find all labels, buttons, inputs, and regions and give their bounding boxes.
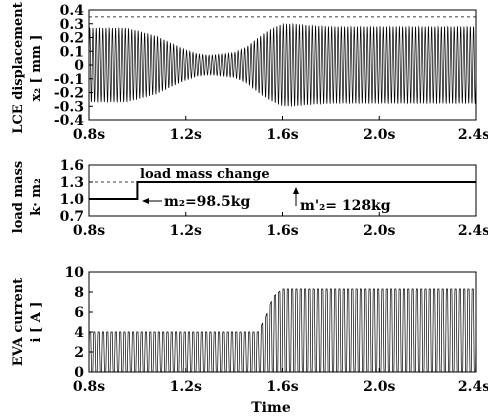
x-tick-label: 1.2s	[170, 127, 202, 143]
y-tick-label: 1.6	[60, 158, 84, 174]
y-tick-label: 0.1	[60, 44, 84, 60]
arrowhead-m2	[142, 198, 149, 204]
y-tick-label: 1.3	[60, 175, 84, 191]
x-tick-label: 0.8s	[73, 127, 105, 143]
current-line	[88, 288, 477, 373]
x-tick-label: 1.2s	[170, 379, 202, 395]
y-tick-label: 0	[74, 58, 84, 74]
ylabel-displacement-line2: x₂ [ mm ]	[29, 35, 44, 102]
displacement-line	[88, 22, 477, 108]
ylabel-displacement-line1: LCE displacement	[11, 2, 26, 133]
x-tick-label: 2.4s	[458, 379, 488, 395]
y-tick-label: -0.3	[54, 99, 84, 115]
y-tick-label: -0.4	[54, 113, 84, 129]
annotation-m2: m₂=98.5kg	[164, 194, 250, 210]
load-mass-step-line	[89, 181, 476, 200]
y-tick-label: 6	[74, 305, 84, 321]
plot-frame	[88, 271, 477, 373]
ylabel-current-line2: i [ A ]	[29, 302, 44, 343]
panel-load-mass: load mass k· m₂ 1.61.31.00.70.8s 1.2s 1.6s…	[11, 158, 488, 239]
y-tick-label: 10	[65, 265, 85, 281]
arrowhead-m2-prime	[293, 187, 299, 194]
annotation-m2-prime: m'₂= 128kg	[300, 198, 391, 214]
y-tick-label: -0.2	[54, 86, 84, 102]
x-tick-label: 1.6s	[266, 127, 298, 143]
y-tick-label: 1.0	[60, 192, 85, 208]
x-tick-label: 2.4s	[458, 223, 488, 239]
x-tick-label: 2.0s	[363, 127, 395, 143]
ylabel-current-line1: EVA current	[11, 278, 26, 366]
plot-frame	[88, 9, 477, 121]
y-tick-label: 4	[74, 325, 84, 341]
y-tick-label: 0.2	[60, 31, 84, 47]
y-tick-label: 0.7	[60, 209, 84, 225]
y-tick-label: 0.4	[60, 3, 85, 19]
x-tick-label: 0.8s	[73, 223, 105, 239]
y-tick-label: 0	[74, 365, 84, 381]
y-tick-label: -0.1	[54, 72, 84, 88]
y-tick-label: 2	[74, 345, 84, 361]
tick-labels: 1.61.31.00.70.8s 1.2s 1.6s 2.0s 2.4s	[60, 158, 488, 239]
annotation-load-mass-change: load mass change	[140, 167, 270, 182]
ylabel-load-mass-line1: load mass	[11, 161, 26, 233]
panel-displacement: LCE displacement x₂ [ mm ] 0.40.30.20.10…	[11, 2, 488, 143]
x-tick-label: 1.2s	[170, 223, 202, 239]
ylabel-load-mass-line2: k· m₂	[29, 178, 44, 216]
x-tick-label: 2.0s	[363, 223, 395, 239]
tick-labels: 10 8 6 4 2 00.8s 1.2s 1.6s 2.0s 2.4s	[65, 265, 488, 395]
panel-current: EVA current i [ A ] 10 8 6 4 2 00.8s 1.2s 1.6s 2…	[11, 265, 488, 416]
x-tick-label: 2.0s	[363, 379, 395, 395]
plot-frame	[88, 164, 477, 217]
tick-labels: 0.40.30.20.10-0.1-0.2-0.3-0.40.8s 1.2s 1.6…	[54, 3, 488, 143]
xlabel-time: Time	[251, 400, 291, 416]
y-tick-label: 0.3	[60, 17, 84, 33]
x-tick-label: 1.6s	[266, 379, 298, 395]
x-tick-label: 1.6s	[266, 223, 298, 239]
x-tick-label: 0.8s	[73, 379, 105, 395]
y-tick-label: 8	[74, 285, 84, 301]
x-tick-label: 2.4s	[458, 127, 488, 143]
